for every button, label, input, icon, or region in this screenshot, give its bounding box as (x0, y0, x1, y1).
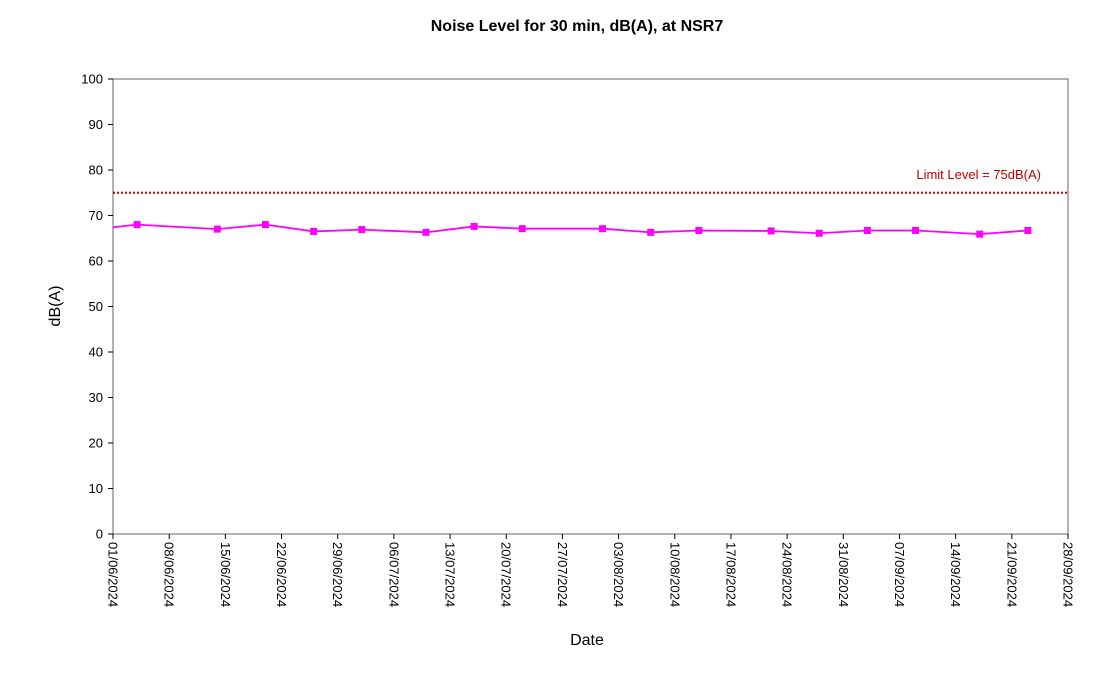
y-tick-label: 60 (89, 254, 103, 269)
y-tick-label: 10 (89, 481, 103, 496)
x-tick-label: 22/06/2024 (274, 542, 289, 607)
data-point (518, 225, 526, 233)
x-tick-label: 15/06/2024 (218, 542, 233, 607)
data-point (863, 227, 871, 235)
y-tick-label: 30 (89, 390, 103, 405)
y-tick-label: 40 (89, 345, 103, 360)
x-axis: 01/06/2024 08/06/2024 15/06/2024 22/06/2024… (106, 534, 1076, 607)
x-tick-label: 10/08/2024 (667, 542, 682, 607)
series-line (112, 223, 1028, 236)
y-tick-label: 90 (89, 117, 103, 132)
y-tick-label: 0 (96, 527, 103, 542)
data-point (261, 221, 269, 229)
data-point (133, 221, 141, 229)
chart-title: Noise Level for 30 min, dB(A), at NSR7 (431, 18, 724, 35)
limit-label: Limit Level = 75dB(A) (916, 167, 1041, 182)
plot-area (112, 78, 1069, 535)
x-tick-label: 06/07/2024 (386, 542, 401, 607)
y-tick-label: 20 (89, 436, 103, 451)
limit-level: Limit Level = 75dB(A) (113, 167, 1068, 194)
data-point (310, 227, 318, 235)
x-tick-label: 31/08/2024 (836, 542, 851, 607)
y-tick-label: 80 (89, 163, 103, 178)
y-axis: 0 10 20 30 40 50 60 70 80 90 100 (81, 72, 113, 542)
x-tick-label: 27/07/2024 (555, 542, 570, 607)
y-axis-label: dB(A) (47, 286, 64, 327)
data-point (599, 225, 607, 233)
x-tick-label: 29/06/2024 (330, 542, 345, 607)
data-point (976, 230, 984, 238)
x-tick-label: 28/09/2024 (1061, 542, 1076, 607)
y-tick-label: 100 (81, 72, 103, 87)
y-tick-label: 70 (89, 208, 103, 223)
x-tick-label: 21/09/2024 (1004, 542, 1019, 607)
x-tick-label: 13/07/2024 (443, 542, 458, 607)
data-point (470, 222, 478, 230)
data-point (647, 228, 655, 236)
data-point (815, 229, 823, 237)
data-point (912, 227, 920, 235)
data-point (213, 225, 221, 233)
data-point (1024, 227, 1032, 235)
data-point (767, 227, 775, 235)
data-point (358, 226, 366, 234)
x-tick-label: 17/08/2024 (723, 542, 738, 607)
x-tick-label: 03/08/2024 (611, 542, 626, 607)
x-axis-label: Date (570, 632, 604, 649)
x-tick-label: 14/09/2024 (948, 542, 963, 607)
y-tick-label: 50 (89, 299, 103, 314)
data-point (422, 228, 430, 236)
x-tick-label: 01/06/2024 (106, 542, 121, 607)
x-tick-label: 08/06/2024 (162, 542, 177, 607)
x-tick-label: 20/07/2024 (499, 542, 514, 607)
x-tick-label: 07/09/2024 (892, 542, 907, 607)
noise-series (112, 221, 1032, 238)
x-tick-label: 24/08/2024 (780, 542, 795, 607)
data-point (695, 227, 703, 235)
